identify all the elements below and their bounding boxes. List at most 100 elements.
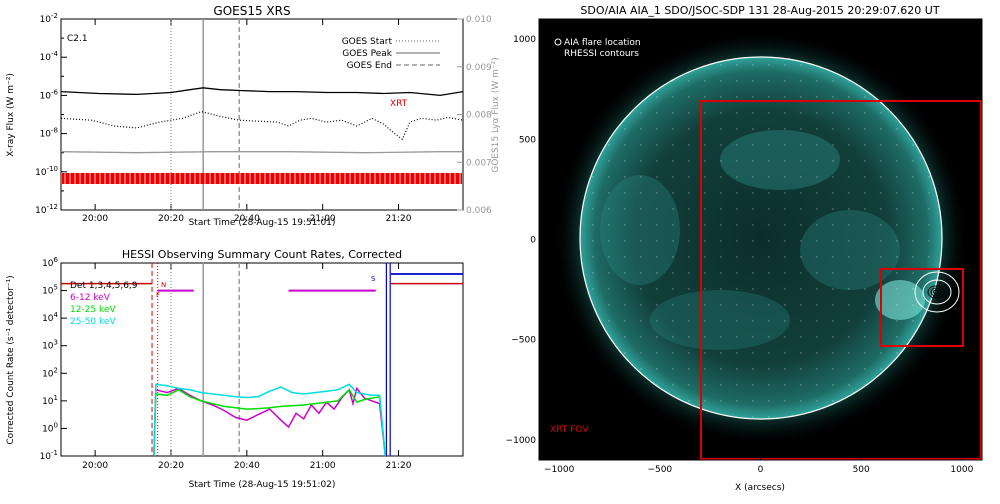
goes-y-right-tick-label: 0.009: [466, 63, 492, 73]
goes-attenuator-bars: [62, 173, 462, 184]
hessi-legend-25-50: 25-50 keV: [70, 317, 116, 327]
hessi-y-tick-label: 10-1: [40, 449, 58, 462]
hessi-series-line-2: [153, 383, 387, 457]
hessi-x-tick-label: 20:40: [234, 461, 260, 471]
goes-x-tick-label: 20:20: [158, 214, 184, 224]
aia-y-tick-label: 1000: [513, 35, 536, 45]
aia-flare-box: [880, 268, 964, 347]
hessi-flag-lines: [61, 263, 463, 456]
aia-title: SDO/AIA AIA_1 SDO/JSOC-SDP 131 28-Aug-20…: [580, 4, 939, 17]
aia-limb-circle: [579, 56, 943, 420]
goes-x-label: Start Time (28-Aug-15 19:51:01): [189, 218, 336, 228]
goes-series: [60, 87, 464, 154]
aia-legend-flare: AIA flare location: [564, 38, 641, 48]
hessi-y-tick-label: 102: [42, 366, 58, 379]
goes-series-line-0: [60, 87, 464, 97]
hessi-flag-f: F: [156, 291, 160, 299]
aia-y-tick-label: −500: [511, 336, 536, 346]
hessi-x-axis: 20:00 20:20 20:40 21:00 21:20: [82, 263, 412, 471]
goes-y-tick-label: 10-6: [40, 88, 59, 101]
aia-y-axis: 1000 500 0 −500 −1000: [506, 35, 545, 446]
aia-x-tick-label: 0: [758, 465, 764, 475]
hessi-x-label: Start Time (28-Aug-15 19:51:02): [189, 480, 336, 490]
goes-y-label: X-ray Flux (W m⁻²): [6, 73, 16, 157]
hessi-series-line-1: [153, 388, 387, 457]
hessi-y-tick-label: 106: [42, 256, 58, 269]
goes-y-tick-label: 10-12: [35, 203, 58, 216]
goes-y-right-label: GOES15 Lyα Flux (W m⁻²): [491, 57, 501, 173]
aia-disk-texture: [581, 58, 941, 418]
goes-series-line-2: [60, 151, 463, 154]
goes-xrt-label: XRT: [390, 99, 408, 109]
hessi-y-tick-label: 104: [42, 311, 58, 324]
hessi-panel: HESSI Observing Summary Count Rates, Cor…: [6, 248, 464, 490]
hessi-y-label: Corrected Count Rate (s⁻¹ detector⁻¹): [6, 275, 16, 444]
hessi-series: [153, 383, 387, 457]
rhessi-contour: [930, 287, 942, 297]
goes-y-right-tick-label: 0.008: [466, 111, 492, 121]
goes-y-tick-label: 10-10: [35, 165, 58, 178]
hessi-x-tick-label: 20:00: [82, 461, 108, 471]
goes-x-axis: 20:00 20:20 20:40 21:00 21:20: [82, 19, 412, 224]
aia-rhessi-contours: [914, 271, 960, 313]
aia-legend-marker-icon: [554, 38, 562, 46]
hessi-x-tick-label: 21:20: [386, 461, 412, 471]
aia-y-tick-label: 500: [519, 135, 536, 145]
hessi-y-tick-label: 100: [42, 421, 58, 434]
aia-panel: SDO/AIA AIA_1 SDO/JSOC-SDP 131 28-Aug-20…: [506, 4, 983, 493]
goes-y-right-tick-label: 0.007: [466, 158, 492, 168]
goes-x-tick-label: 20:40: [234, 214, 260, 224]
aia-x-label: X (arcsecs): [735, 483, 785, 493]
goes-title: GOES15 XRS: [213, 4, 290, 18]
hessi-y-tick-label: 105: [42, 284, 58, 297]
hessi-detectors: Det 1,3,4,5,6,9: [70, 281, 138, 291]
hessi-x-tick-label: 21:00: [310, 461, 336, 471]
goes-series-line-1: [60, 110, 464, 141]
goes-y-tick-label: 10-2: [40, 12, 58, 25]
hessi-legend-6-12: 6-12 keV: [70, 293, 111, 303]
goes-y-right-tick-label: 0.010: [466, 15, 492, 25]
goes-x-tick-label: 20:00: [82, 214, 108, 224]
goes-y-tick-label: 10-8: [40, 127, 58, 140]
hessi-flag-s: S: [371, 275, 376, 283]
goes-legend-end: GOES End: [347, 61, 392, 71]
aia-legend-contours: RHESSI contours: [564, 49, 639, 59]
hessi-title: HESSI Observing Summary Count Rates, Cor…: [122, 248, 402, 261]
aia-xrt-fov-box: [700, 100, 982, 460]
hessi-x-tick-label: 20:20: [158, 461, 184, 471]
aia-lat-lon-grid: [581, 58, 941, 418]
goes-panel: GOES15 XRS 10-2 10-4 10-6 10-8 10-10 10-12 0.…: [6, 4, 501, 228]
aia-x-tick-label: 1000: [950, 465, 973, 475]
goes-y-right-axis: 0.010 0.009 0.008 0.007 0.006: [457, 15, 492, 216]
aia-x-axis: −1000 −500 0 500 1000: [544, 454, 974, 475]
hessi-y-tick-label: 103: [42, 339, 58, 352]
aia-x-tick-label: 500: [853, 465, 870, 475]
rhessi-contour: [922, 279, 952, 305]
hessi-plot-frame: [60, 262, 464, 457]
goes-y-axis: 10-2 10-4 10-6 10-8 10-10 10-12: [35, 12, 67, 216]
rhessi-contour: [927, 285, 945, 299]
goes-legend-start: GOES Start: [342, 37, 393, 47]
goes-x-tick-label: 21:00: [310, 214, 336, 224]
hessi-series-line-0: [153, 386, 387, 457]
aia-y-tick-label: 0: [530, 236, 536, 246]
goes-red-band: [62, 173, 462, 184]
goes-x-tick-label: 21:20: [386, 214, 412, 224]
goes-y-tick-label: 10-4: [40, 50, 59, 63]
hessi-y-axis: 105 104 103 102 101 100 10-1 106: [40, 256, 67, 462]
goes-class-label: C2.1: [67, 34, 88, 44]
aia-y-tick-label: −1000: [506, 436, 537, 446]
goes-y-right-tick-label: 0.006: [466, 206, 492, 216]
rhessi-contour: [914, 271, 960, 313]
hessi-y-tick-label: 101: [42, 394, 58, 407]
hessi-legend-12-25: 12-25 keV: [70, 305, 116, 315]
goes-legend: GOES Start GOES Peak GOES End: [342, 37, 440, 71]
aia-x-tick-label: −500: [647, 465, 672, 475]
aia-x-tick-label: −1000: [544, 465, 575, 475]
hessi-flag-n: N: [161, 281, 166, 289]
rhessi-contour: [933, 289, 939, 295]
aia-fov-label: XRT FOV: [550, 425, 589, 435]
goes-legend-peak: GOES Peak: [342, 49, 392, 59]
